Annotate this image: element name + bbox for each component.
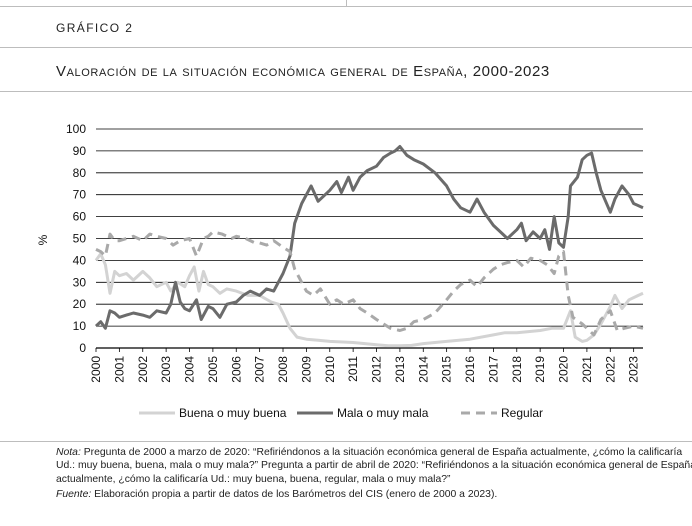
y-tick-label: 0	[79, 341, 86, 355]
fuente-body: Elaboración propia a partir de datos de …	[91, 489, 498, 501]
legend-label: Buena o muy buena	[179, 406, 287, 420]
y-tick-label: 100	[66, 122, 86, 136]
top-rule	[0, 6, 692, 7]
x-tick-label: 2004	[183, 356, 197, 383]
x-tick-label: 2006	[229, 356, 243, 383]
legend-label: Regular	[501, 406, 543, 420]
nota-label: Nota:	[56, 447, 81, 458]
y-axis-ticks: 0 10 20 30 40 50 60 70 80 90 100	[66, 122, 86, 355]
y-tick-label: 20	[73, 297, 87, 311]
x-tick-label: 2018	[510, 356, 524, 383]
legend-label: Mala o muy mala	[337, 406, 429, 420]
series-line-solid-dark	[94, 145, 644, 330]
x-tick-label: 2023	[627, 356, 641, 383]
y-tick-label: 60	[73, 210, 87, 224]
x-tick-label: 2003	[159, 356, 173, 383]
y-tick-label: 90	[73, 144, 87, 158]
note-rule	[0, 441, 692, 442]
x-tick-label: 2011	[346, 356, 360, 382]
y-tick-label: 10	[73, 319, 87, 333]
series-line-dashed	[95, 230, 644, 337]
x-tick-label: 2007	[253, 356, 267, 383]
y-tick-label: 50	[73, 232, 87, 246]
x-tick-label: 2010	[323, 356, 337, 383]
gridlines	[96, 128, 643, 349]
x-tick-label: 2017	[486, 356, 500, 383]
x-tick-label: 2001	[112, 356, 126, 383]
fuente-label: Fuente:	[56, 489, 92, 501]
x-tick-label: 2016	[463, 356, 477, 383]
nota-body: Pregunta de 2000 a marzo de 2020: “Refir…	[56, 447, 692, 485]
y-axis-label: %	[36, 234, 50, 245]
chart-title: Valoración de la situación económica gen…	[56, 63, 550, 80]
fuente-text: Fuente: Elaboración propia a partir de d…	[56, 488, 692, 501]
top-divider-line	[346, 0, 347, 6]
x-tick-label: 2012	[370, 356, 384, 383]
series-lines	[94, 145, 644, 348]
title-rule	[0, 91, 692, 92]
y-tick-label: 70	[73, 188, 87, 202]
footnote: Nota: Pregunta de 2000 a marzo de 2020: …	[56, 446, 692, 502]
x-tick-label: 2009	[299, 356, 313, 383]
y-tick-label: 30	[73, 275, 87, 289]
x-tick-label: 2000	[89, 356, 103, 383]
x-tick-label: 2022	[603, 356, 617, 383]
x-tick-label: 2020	[557, 356, 571, 383]
x-tick-label: 2019	[533, 356, 547, 383]
x-tick-label: 2013	[393, 356, 407, 383]
x-tick-label: 2021	[580, 356, 594, 383]
x-tick-label: 2005	[206, 356, 220, 383]
x-tick-label: 2008	[276, 356, 290, 383]
legend: Buena o muy buena Mala o muy mala Regular	[139, 406, 543, 420]
x-axis-ticks: 2000 2001 2002 2003 2004 2005 2006 2007 2008 2009…	[89, 348, 641, 383]
x-tick-label: 2002	[136, 356, 150, 383]
series-line-solid-light	[94, 252, 644, 348]
y-tick-label: 40	[73, 253, 87, 267]
y-tick-label: 80	[73, 166, 87, 180]
header-rule	[0, 47, 692, 48]
figure-label: Gráfico 2	[56, 21, 134, 35]
x-tick-label: 2014	[416, 356, 430, 383]
x-tick-label: 2015	[440, 356, 454, 383]
nota-text: Nota: Pregunta de 2000 a marzo de 2020: …	[56, 446, 692, 486]
